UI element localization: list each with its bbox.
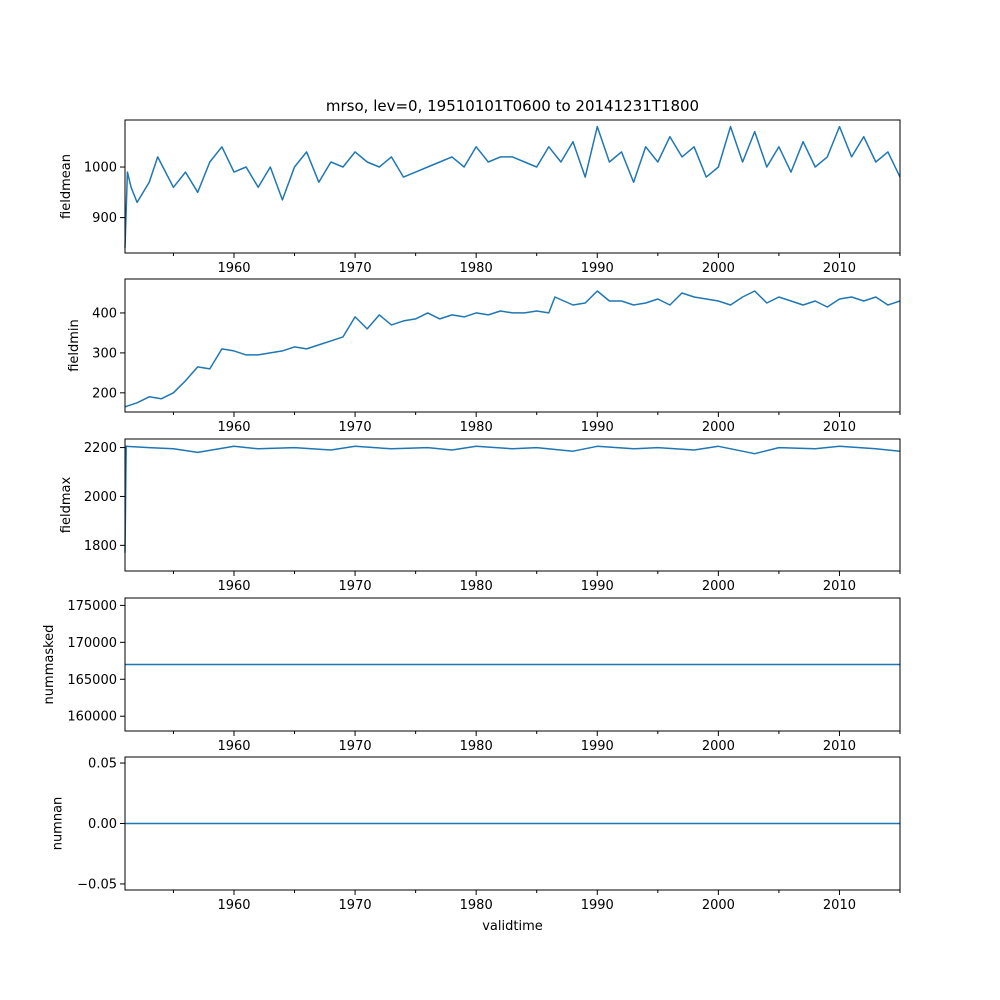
fieldmin-y-tick-label: 300: [92, 346, 117, 361]
fieldmax-x-tick-label: 1990: [581, 579, 614, 594]
fieldmax-x-tick-label: 1960: [217, 579, 250, 594]
numnan-x-tick-label: 2000: [702, 898, 735, 913]
numnan-x-tick-label: 1970: [339, 898, 372, 913]
panel-numnan: 1960 1970 1980 1990 2000 2010 −0.05 0.00 0.05 num…: [51, 756, 901, 913]
nummasked-y-tick-label: 165000: [67, 673, 117, 688]
panels: 1960 1970 1980 1990 2000 2010 900 1000 fieldmean…: [42, 119, 901, 913]
fieldmean-y-tick-label: 1000: [84, 161, 117, 176]
fieldmin-x-tick-label: 2000: [702, 420, 735, 435]
numnan-x-tick-label: 1980: [460, 898, 493, 913]
nummasked-plot-frame: [124, 597, 901, 732]
chart-title: mrso, lev=0, 19510101T0600 to 20141231T1…: [326, 97, 699, 115]
fieldmax-x-tick-label: 2000: [702, 579, 735, 594]
numnan-x-tick-label: 1990: [581, 898, 614, 913]
fieldmean-x-tick-label: 1960: [217, 261, 250, 276]
fieldmin-y-tick-label: 400: [92, 306, 117, 321]
nummasked-y-tick-label: 175000: [67, 599, 117, 614]
fieldmin-x-tick-label: 1980: [460, 420, 493, 435]
nummasked-y-tick-label: 160000: [67, 710, 117, 725]
numnan-x-tick-label: 2010: [823, 898, 856, 913]
fieldmax-y-axis-label: fieldmax: [59, 477, 74, 534]
nummasked-x-tick-label: 1960: [217, 739, 250, 754]
fieldmin-y-tick-label: 200: [92, 386, 117, 401]
panel-fieldmax: 1960 1970 1980 1990 2000 2010 1800 2000 2200 fiel…: [59, 438, 901, 594]
fieldmin-x-tick-label: 2010: [823, 420, 856, 435]
fieldmax-plot-frame: [124, 438, 901, 572]
nummasked-x-tick-label: 2000: [702, 739, 735, 754]
panel-fieldmean: 1960 1970 1980 1990 2000 2010 900 1000 fieldmean: [59, 119, 901, 276]
panel-nummasked: 1960 1970 1980 1990 2000 2010 160000 165000 1700…: [42, 597, 901, 754]
x-axis-label: validtime: [482, 919, 543, 934]
nummasked-x-tick-label: 1990: [581, 739, 614, 754]
nummasked-x-tick-label: 1970: [339, 739, 372, 754]
fieldmin-plot-frame: [124, 278, 901, 413]
fieldmin-x-tick-label: 1990: [581, 420, 614, 435]
numnan-y-tick-label: 0.05: [88, 757, 117, 772]
fieldmean-x-tick-label: 2010: [823, 261, 856, 276]
fieldmean-x-tick-label: 2000: [702, 261, 735, 276]
fieldmax-x-tick-label: 1970: [339, 579, 372, 594]
fieldmax-series-line: [124, 445, 901, 553]
numnan-y-tick-label: 0.00: [88, 817, 117, 832]
fieldmean-y-tick-label: 900: [92, 211, 117, 226]
fieldmean-x-tick-label: 1980: [460, 261, 493, 276]
fieldmin-series-line: [124, 290, 901, 408]
fieldmean-plot-frame: [124, 119, 901, 254]
fieldmin-y-axis-label: fieldmin: [67, 319, 82, 372]
numnan-y-tick-label: −0.05: [77, 877, 117, 892]
nummasked-x-tick-label: 2010: [823, 739, 856, 754]
panel-fieldmin: 1960 1970 1980 1990 2000 2010 200 300 400 fieldmi…: [67, 278, 901, 435]
numnan-y-axis-label: numnan: [51, 797, 66, 851]
nummasked-y-tick-label: 170000: [67, 636, 117, 651]
fieldmean-series-line: [124, 125, 901, 248]
fieldmean-x-tick-label: 1990: [581, 261, 614, 276]
fieldmax-y-tick-label: 2000: [84, 490, 117, 505]
fieldmean-y-axis-label: fieldmean: [59, 154, 74, 219]
fieldmin-x-tick-label: 1970: [339, 420, 372, 435]
numnan-x-tick-label: 1960: [217, 898, 250, 913]
nummasked-x-tick-label: 1980: [460, 739, 493, 754]
fieldmax-x-tick-label: 1980: [460, 579, 493, 594]
nummasked-y-axis-label: nummasked: [42, 625, 57, 705]
fieldmin-x-tick-label: 1960: [217, 420, 250, 435]
fieldmean-x-tick-label: 1970: [339, 261, 372, 276]
fieldmax-x-tick-label: 2010: [823, 579, 856, 594]
fieldmax-y-tick-label: 2200: [84, 441, 117, 456]
fieldmax-y-tick-label: 1800: [84, 539, 117, 554]
